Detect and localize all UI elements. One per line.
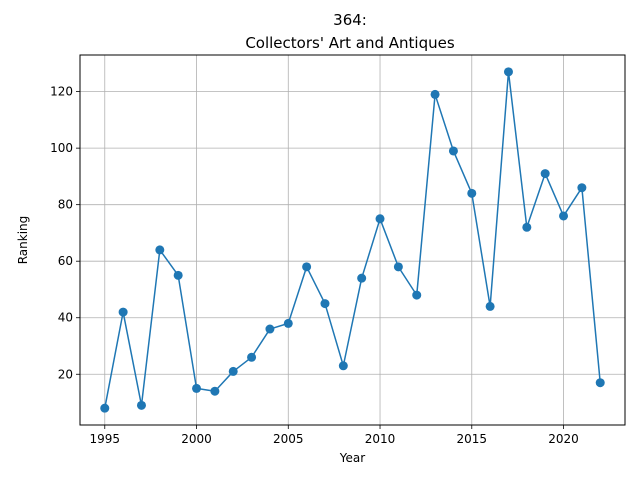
y-tick-label: 100 (50, 141, 73, 155)
data-point (118, 307, 128, 317)
data-point (540, 169, 550, 179)
data-point (412, 290, 422, 300)
data-point (467, 188, 477, 198)
data-point (283, 318, 293, 328)
data-point (136, 400, 146, 410)
x-tick-label: 2010 (365, 432, 396, 446)
x-tick-label: 1995 (89, 432, 120, 446)
y-tick-label: 20 (58, 367, 73, 381)
data-point (100, 403, 110, 413)
data-point (357, 273, 367, 283)
data-point (595, 378, 605, 388)
data-point (375, 214, 385, 224)
y-tick-label: 40 (58, 311, 73, 325)
data-point (503, 67, 513, 77)
data-point (485, 301, 495, 311)
x-tick-label: 2015 (457, 432, 488, 446)
y-tick-label: 60 (58, 254, 73, 268)
data-point (247, 352, 257, 362)
data-point (338, 361, 348, 371)
data-point (228, 366, 238, 376)
data-point (577, 183, 587, 193)
series-line (104, 71, 601, 409)
x-tick-label: 2005 (273, 432, 304, 446)
y-axis-ticks: 20 40 60 80 100 120 (50, 85, 80, 381)
data-point (320, 299, 330, 309)
data-point (210, 386, 220, 396)
x-axis-label: Year (339, 451, 365, 465)
x-tick-label: 2000 (181, 432, 212, 446)
data-point (430, 89, 440, 99)
y-tick-label: 120 (50, 85, 73, 99)
data-point (173, 270, 183, 280)
x-axis-ticks: 1995 2000 2005 2010 2015 2020 (89, 425, 579, 446)
chart-title-line2: Collectors' Art and Antiques (245, 34, 455, 52)
data-point (265, 324, 275, 334)
y-axis-label: Ranking (16, 216, 30, 265)
plot-frame (79, 54, 626, 426)
data-point (522, 222, 532, 232)
y-tick-label: 80 (58, 198, 73, 212)
data-point (448, 146, 458, 156)
x-tick-label: 2020 (548, 432, 579, 446)
data-point (559, 211, 569, 221)
chart-title-line1: 364: (333, 11, 367, 29)
data-point (192, 383, 202, 393)
series-ranking (100, 67, 605, 413)
data-point (155, 245, 165, 255)
data-point (393, 262, 403, 272)
data-point (302, 262, 312, 272)
